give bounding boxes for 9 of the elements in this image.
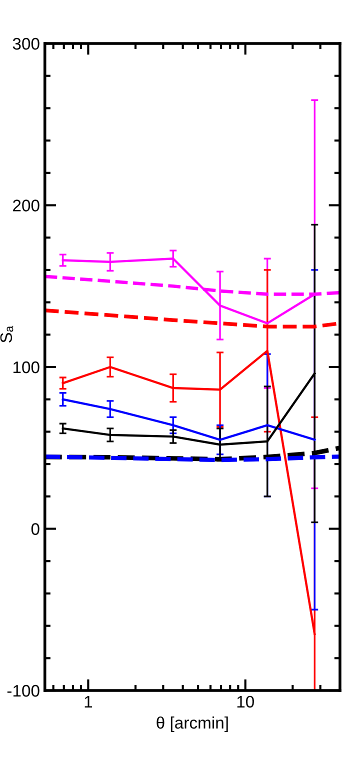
y-axis-title: Sₐ [0, 326, 14, 343]
y-tick-label: 200 [13, 200, 40, 212]
y-tick-label: -100 [7, 684, 40, 697]
y-tick-label: 300 [12, 38, 40, 50]
y-tick-label: 0 [31, 523, 40, 535]
y-tick-label: 100 [13, 361, 40, 374]
x-axis-title: θ [arcmin] [156, 716, 228, 732]
x-tick-label: 10 [237, 696, 254, 708]
x-tick-label: 1 [84, 696, 92, 708]
